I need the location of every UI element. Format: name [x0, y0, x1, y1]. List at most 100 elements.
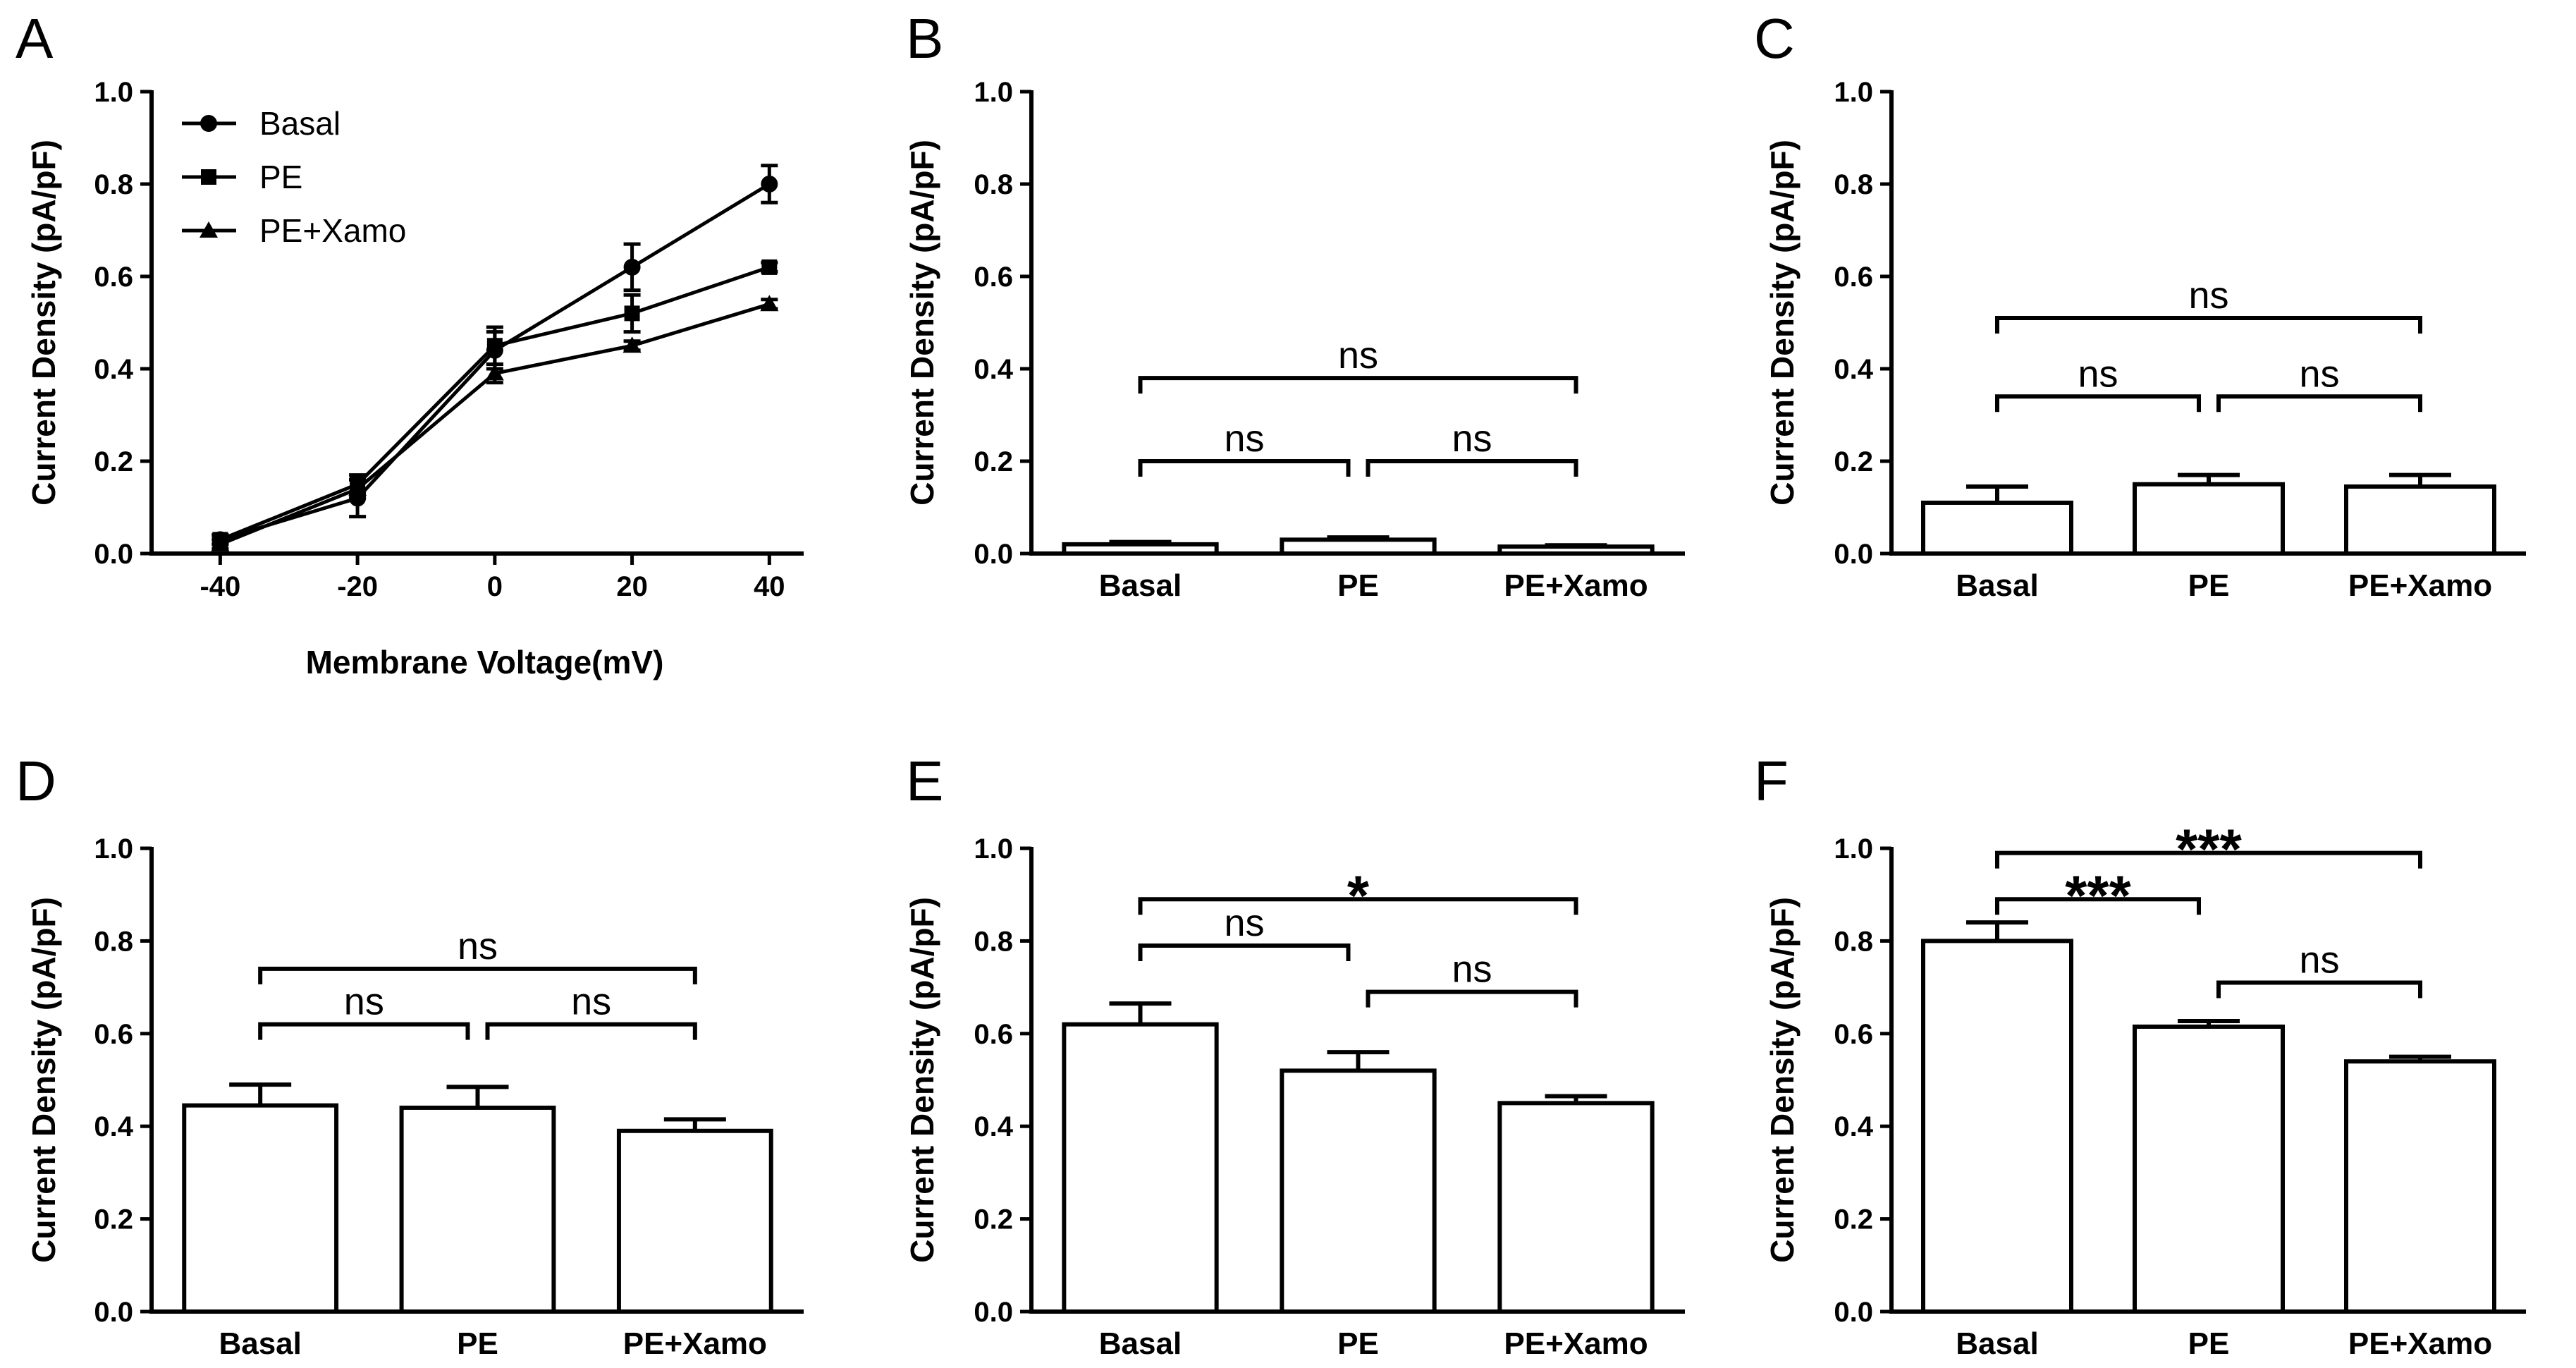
data-point [623, 258, 641, 276]
legend-label: PE+Xamo [259, 212, 406, 249]
significance-label: ns [2188, 274, 2228, 317]
data-point [348, 480, 367, 496]
y-tick-label: 1.0 [94, 833, 133, 865]
panel-letter: B [906, 7, 943, 70]
category-label: PE [457, 1326, 498, 1361]
panel-d: D 0.0 0.2 0.4 0.6 0.8 1.0 Current Density (pA/p… [16, 750, 804, 1361]
y-axis-label: Current Density (pA/pF) [904, 897, 940, 1263]
y-tick-label: 0.6 [1834, 262, 1873, 293]
bar [2344, 484, 2496, 556]
y-tick-label: 0.6 [94, 262, 133, 293]
legend-label: Basal [259, 105, 341, 142]
significance-bracket: ns [1995, 353, 2201, 413]
y-tick-label: 0.2 [94, 1204, 133, 1235]
significance-bracket: ns [1138, 902, 1351, 961]
bar [1280, 537, 1437, 556]
legend-marker [201, 169, 216, 185]
y-tick-label: 0.4 [1834, 1111, 1873, 1142]
x-tick-label: -20 [337, 571, 378, 602]
legend-entry: PE [182, 159, 302, 195]
y-tick-label: 0.2 [974, 446, 1013, 477]
legend-label: PE [259, 159, 302, 195]
x-tick-label: 40 [754, 571, 785, 602]
category-label: PE [1337, 1326, 1379, 1361]
y-tick-label: 0.8 [974, 169, 1013, 200]
bar [1921, 500, 2073, 556]
y-tick-label: 0.2 [1834, 1204, 1873, 1235]
legend-marker [200, 115, 217, 132]
y-tick-label: 0.0 [94, 539, 133, 570]
category-label: Basal [1956, 568, 2038, 603]
data-point [486, 338, 503, 354]
significance-label: ns [1452, 417, 1492, 460]
y-tick-label: 0.4 [94, 354, 133, 385]
significance-label: ns [1452, 948, 1492, 991]
y-tick-label: 0.4 [94, 1111, 133, 1142]
significance-label: ns [1224, 417, 1264, 460]
bracket-line [1995, 315, 2422, 334]
bracket-line [2216, 980, 2422, 998]
panel-letter: D [16, 750, 56, 812]
y-tick-label: 0.6 [1834, 1019, 1873, 1050]
y-tick-label: 0.8 [94, 926, 133, 957]
bar [399, 1105, 556, 1314]
significance-bracket: * [1138, 864, 1578, 927]
panel-e: E 0.0 0.2 0.4 0.6 0.8 1.0 Current Density (pA/p… [904, 750, 1685, 1361]
bracket-line [1138, 943, 1351, 961]
y-tick-label: 0.0 [1834, 1297, 1873, 1328]
data-point [485, 364, 504, 381]
series-pe [211, 259, 778, 548]
bar [1280, 1068, 1437, 1314]
category-label: PE+Xamo [2348, 1326, 2492, 1361]
y-tick-label: 0.2 [94, 446, 133, 477]
significance-bracket: *** [1995, 818, 2422, 881]
legend-entry: PE+Xamo [182, 212, 406, 249]
bar [616, 1128, 773, 1314]
legend-entry: Basal [182, 105, 341, 142]
data-point [761, 176, 778, 193]
bar [1497, 544, 1655, 556]
significance-bracket: ns [2216, 939, 2422, 998]
y-tick-label: 1.0 [974, 833, 1013, 865]
panel-letter: F [1754, 750, 1789, 812]
x-axis-label: Membrane Voltage(mV) [306, 644, 664, 680]
y-tick-label: 0.8 [1834, 926, 1873, 957]
significance-bracket: ns [1995, 274, 2422, 334]
category-label: PE+Xamo [2348, 568, 2492, 603]
y-tick-label: 1.0 [974, 77, 1013, 108]
x-tick-label: -40 [200, 571, 240, 602]
bar [1497, 1101, 1655, 1314]
panel-letter: E [906, 750, 943, 812]
bracket-line [1138, 459, 1351, 477]
bracket-line [1366, 459, 1578, 477]
y-axis-label: Current Density (pA/pF) [1764, 140, 1801, 506]
panel-letter: A [16, 7, 54, 70]
y-tick-label: 0.6 [94, 1019, 133, 1050]
significance-label: ns [2299, 939, 2339, 982]
y-tick-label: 0.0 [94, 1297, 133, 1328]
y-tick-label: 1.0 [1834, 77, 1873, 108]
panel-a: A 0.0 0.2 0.4 0.6 0.8 1.0 Current Density (pA/p… [16, 7, 804, 680]
category-label: PE+Xamo [1504, 568, 1648, 603]
y-tick-label: 0.6 [974, 262, 1013, 293]
y-tick-label: 0.0 [974, 539, 1013, 570]
bar [1062, 1022, 1219, 1314]
data-point [211, 535, 230, 551]
bar [2344, 1059, 2496, 1314]
significance-bracket: ns [1366, 417, 1578, 477]
category-label: Basal [1956, 1326, 2038, 1361]
significance-label: *** [2065, 864, 2131, 927]
significance-label: ns [571, 981, 611, 1023]
bar [2133, 1024, 2285, 1314]
significance-label: ns [458, 925, 498, 967]
bracket-line [1995, 850, 2422, 869]
bracket-line [1995, 897, 2201, 915]
bracket-line [258, 966, 697, 984]
y-tick-label: 0.0 [974, 1297, 1013, 1328]
bracket-line [258, 1022, 470, 1040]
significance-label: * [1347, 864, 1370, 927]
panel-b: B 0.0 0.2 0.4 0.6 0.8 1.0 Current Density (pA/p… [904, 7, 1685, 603]
panel-f: F 0.0 0.2 0.4 0.6 0.8 1.0 Current Density (pA/p… [1754, 750, 2526, 1361]
y-tick-label: 0.8 [94, 169, 133, 200]
y-tick-label: 0.8 [1834, 169, 1873, 200]
